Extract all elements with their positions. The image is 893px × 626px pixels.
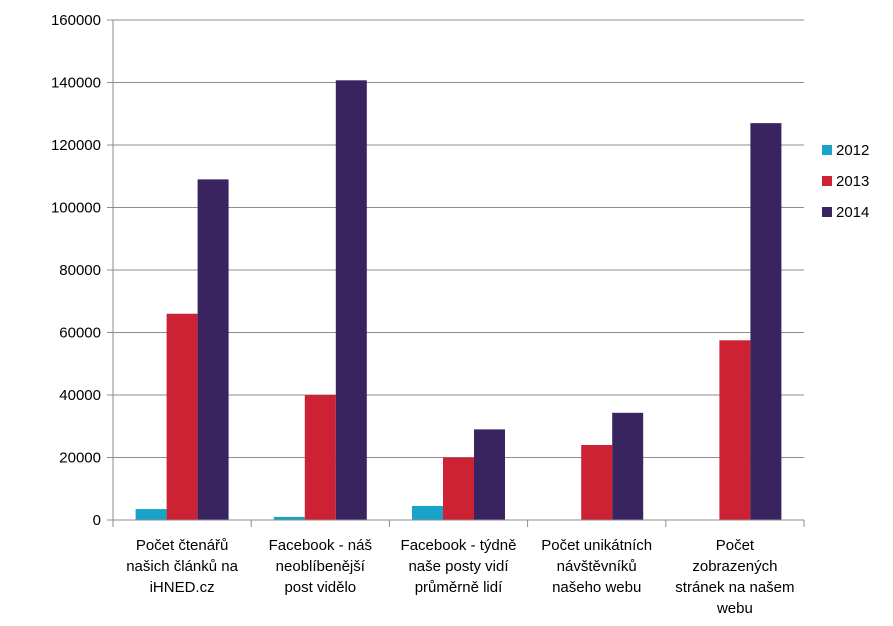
y-tick-label: 120000 [51,137,101,154]
x-axis-category-labels: Počet čtenářů našich článků na iHNED.cz Fac… [126,537,794,617]
x-category-label: Počet čtenářů našich článků na iHNED.cz [126,537,238,596]
legend-swatch-2013 [822,176,832,186]
x-category-label: Počet zobrazených stránek na našem webu [675,537,794,617]
x-category-label-line: Počet čtenářů [136,537,229,554]
y-tick-label: 160000 [51,12,101,29]
bar-2012-3 [412,505,443,520]
x-category-label-line: post vidělo [284,579,356,596]
x-category-label: Počet unikátních návštěvníků našeho webu [541,537,652,596]
x-category-label: Facebook - týdně naše posty vidí průměrně … [401,537,517,596]
legend-label-2012: 2012 [836,142,869,159]
x-category-label-line: průměrně lidí [415,579,503,596]
x-category-label-line: Facebook - týdně [401,537,517,554]
x-category-label-line: webu [716,600,753,617]
y-tick-label: 140000 [51,75,101,92]
legend-label-2013: 2013 [836,173,869,190]
bar-2013-1 [166,313,198,520]
bar-2013-3 [443,457,474,520]
y-tick-label: 60000 [59,325,101,342]
x-category-label-line: našeho webu [552,579,641,596]
x-category-label-line: zobrazených [692,558,777,575]
x-category-label-line: Počet unikátních [541,537,652,554]
y-tick-label: 20000 [59,450,101,467]
legend: 2012 2013 2014 [822,142,869,221]
y-tick-label: 100000 [51,200,101,217]
axes [112,20,805,527]
x-category-label-line: iHNED.cz [150,579,215,596]
bar-2013-5 [719,340,751,520]
x-category-label-line: naše posty vidí [408,558,509,575]
x-category-label-line: Počet [716,537,755,554]
bar-2013-4 [581,445,613,520]
x-category-label-line: neoblíbenější [276,558,366,575]
bar-2014-2 [335,80,367,520]
legend-swatch-2014 [822,207,832,217]
bar-2014-4 [612,412,644,520]
bars [135,80,782,520]
bar-2012-2 [273,516,305,520]
x-category-label: Facebook - náš neoblíbenější post vidělo [269,537,372,596]
legend-label-2014: 2014 [836,204,869,221]
y-tick-label: 0 [93,512,101,529]
bar-2012-1 [135,509,167,520]
y-tick-label: 80000 [59,262,101,279]
legend-swatch-2012 [822,145,832,155]
bar-2014-5 [750,123,782,520]
x-category-label-line: našich článků na [126,558,238,575]
x-category-label-line: stránek na našem [675,579,794,596]
y-tick-label: 40000 [59,387,101,404]
bar-2014-1 [197,179,229,520]
x-category-label-line: návštěvníků [557,558,637,575]
bar-2014-3 [474,429,505,520]
bar-2013-2 [304,395,336,520]
x-category-label-line: Facebook - náš [269,537,372,554]
y-axis-ticks: 0 20000 40000 60000 80000 100000 120000 140000 1… [51,12,113,529]
